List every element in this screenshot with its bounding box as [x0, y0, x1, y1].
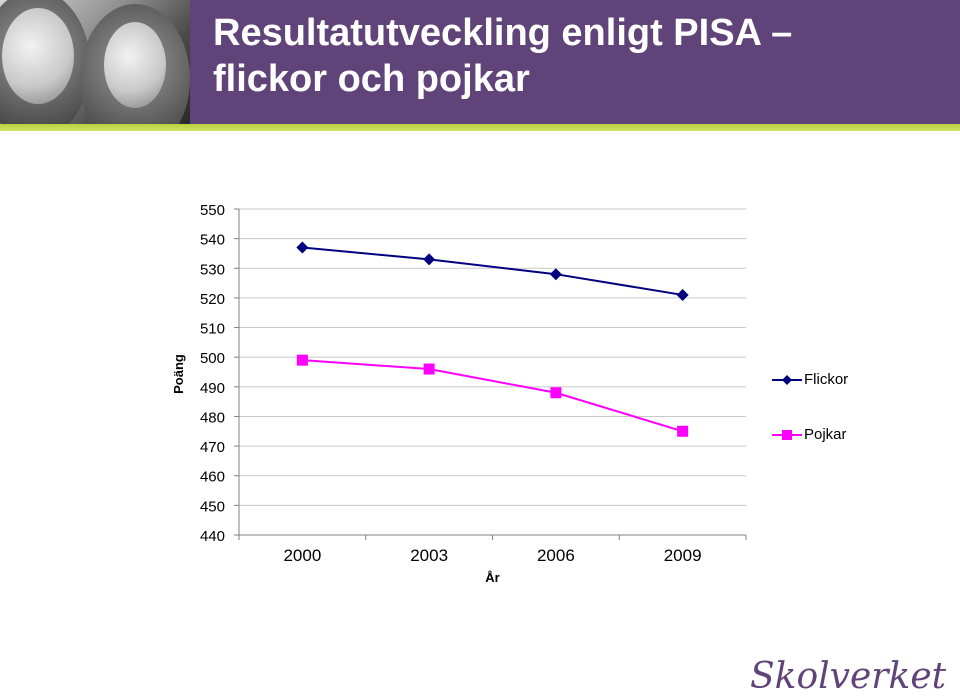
- data-point-flickor: [676, 288, 689, 301]
- data-point-flickor: [549, 268, 562, 281]
- skolverket-logo: Skolverket: [750, 656, 947, 697]
- header-photo: [0, 0, 190, 124]
- legend-marker-diamond-icon: [772, 375, 802, 385]
- data-point-flickor: [423, 253, 436, 266]
- y-tick-label: 470: [200, 439, 225, 456]
- header-stripe: [0, 124, 960, 131]
- title-line-1: Resultatutveckling enligt PISA –: [213, 12, 793, 54]
- x-tick-label: 2009: [664, 546, 702, 565]
- y-axis-title: Poäng: [171, 354, 186, 394]
- y-tick-label: 490: [200, 380, 225, 397]
- y-tick-label: 500: [200, 350, 225, 367]
- y-tick-label: 510: [200, 321, 225, 338]
- data-point-pojkar: [677, 425, 689, 437]
- y-tick-label: 440: [200, 528, 225, 545]
- legend-label-pojkar: Pojkar: [804, 426, 847, 443]
- y-tick-label: 550: [200, 202, 225, 219]
- x-axis-title: År: [485, 570, 499, 585]
- page-title: Resultatutveckling enligt PISA – flickor…: [213, 10, 792, 102]
- y-tick-label: 530: [200, 261, 225, 278]
- legend-label-flickor: Flickor: [804, 371, 849, 388]
- legend-item-flickor: Flickor: [772, 370, 902, 390]
- y-tick-label: 450: [200, 498, 225, 515]
- y-tick-label: 520: [200, 291, 225, 308]
- legend-marker-square-icon: [772, 430, 802, 440]
- x-tick-label: 2003: [410, 546, 448, 565]
- data-point-pojkar: [423, 363, 435, 375]
- data-point-pojkar: [296, 354, 308, 366]
- y-tick-label: 540: [200, 232, 225, 249]
- y-tick-label: 480: [200, 409, 225, 426]
- x-tick-label: 2000: [283, 546, 321, 565]
- y-tick-label: 460: [200, 469, 225, 486]
- x-tick-label: 2006: [537, 546, 575, 565]
- data-point-pojkar: [550, 387, 562, 399]
- series-line-pojkar: [302, 359, 683, 433]
- legend-item-pojkar: Pojkar: [772, 425, 902, 445]
- series-line-flickor: [302, 246, 683, 296]
- data-point-flickor: [296, 241, 309, 254]
- header-banner: Resultatutveckling enligt PISA – flickor…: [0, 0, 960, 124]
- title-line-2: flickor och pojkar: [213, 58, 530, 100]
